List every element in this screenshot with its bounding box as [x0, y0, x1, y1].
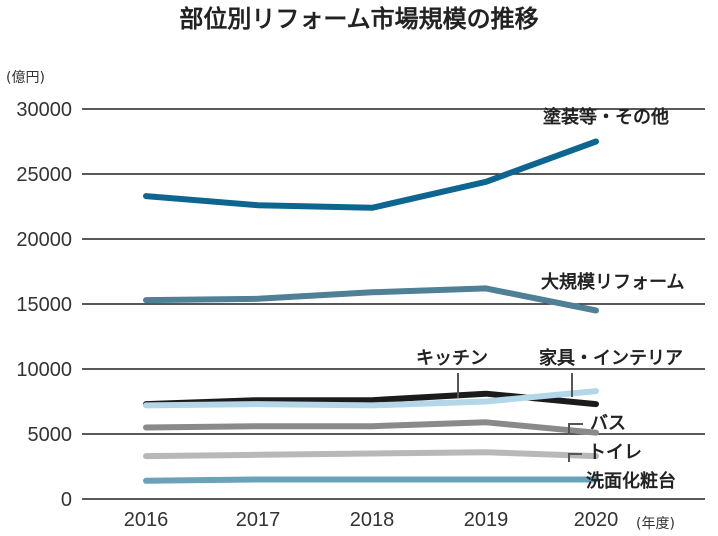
series-line	[143, 138, 599, 211]
x-axis-unit-label: (年度)	[636, 516, 675, 532]
leader-line	[568, 453, 582, 462]
x-tick-label: 2020	[574, 509, 619, 531]
series-lines	[143, 138, 599, 484]
series-label: キッチン	[416, 348, 488, 369]
x-tick-label: 2017	[236, 509, 281, 531]
series-line	[143, 388, 599, 409]
series-line	[143, 419, 599, 436]
label-leader-lines	[457, 373, 583, 462]
x-tick-label: 2019	[464, 509, 509, 531]
series-line	[143, 476, 599, 484]
series-label: 洗面化粧台	[586, 470, 676, 492]
x-axis-ticks: 2016 2017 2018 2019 2020	[124, 509, 619, 531]
series-label: 塗装等・その他	[543, 106, 669, 128]
gridlines	[82, 108, 705, 500]
y-axis-unit-label: (億円)	[6, 70, 45, 86]
y-tick-label: 5000	[28, 424, 73, 446]
y-tick-label: 25000	[16, 164, 72, 186]
y-tick-label: 0	[61, 489, 72, 511]
x-tick-label: 2018	[350, 509, 395, 531]
series-label: バス	[590, 413, 626, 434]
series-label: トイレ	[588, 442, 642, 463]
leader-line	[568, 423, 583, 433]
y-axis-ticks: 0 5000 10000 15000 20000 25000 30000	[16, 99, 72, 511]
series-label: 大規模リフォーム	[541, 271, 684, 293]
series-line	[143, 449, 599, 460]
y-tick-label: 15000	[16, 294, 72, 316]
chart-title: 部位別リフォーム市場規模の推移	[179, 5, 538, 33]
y-tick-label: 10000	[16, 359, 72, 381]
y-tick-label: 20000	[16, 229, 72, 251]
x-tick-label: 2016	[124, 509, 169, 531]
series-line	[143, 285, 599, 314]
series-label: 家具・インテリア	[539, 347, 683, 369]
y-tick-label: 30000	[16, 99, 72, 121]
